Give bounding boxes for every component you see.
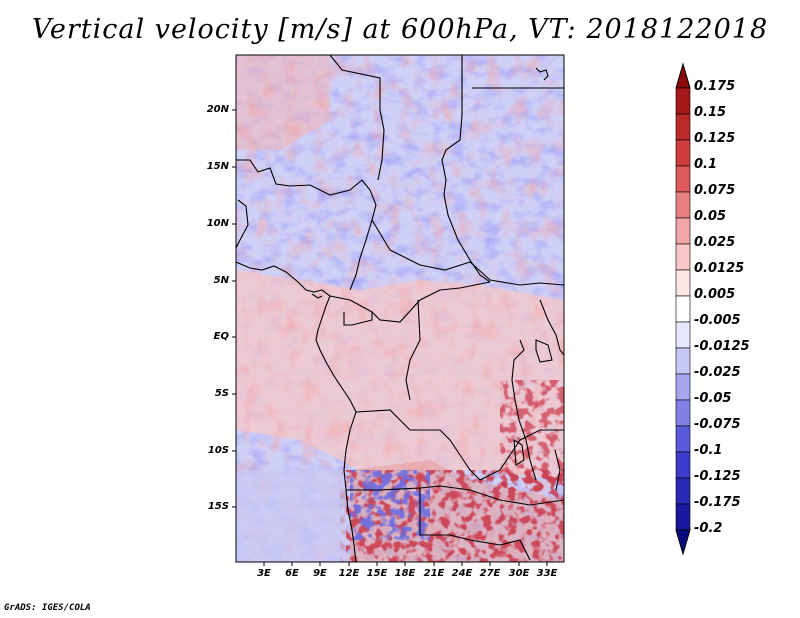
axis-ticks	[232, 109, 548, 566]
lat-label: 5S	[214, 388, 229, 399]
colorbar-label: 0.005	[694, 287, 736, 302]
colorbar-label: -0.05	[694, 391, 732, 406]
lat-label: 15N	[206, 161, 229, 172]
lon-label: 33E	[536, 568, 558, 579]
colorbar-swatch	[675, 347, 691, 375]
colorbar-arrow-bottom	[675, 529, 691, 556]
lon-label: 9E	[313, 568, 327, 579]
lat-label: 20N	[206, 104, 229, 115]
colorbar-swatch	[675, 191, 691, 219]
colorbar-swatch	[675, 243, 691, 271]
colorbar-swatch	[675, 295, 691, 323]
lat-label: 10S	[207, 445, 229, 456]
colorbar-label: 0.025	[694, 235, 736, 250]
colorbar-arrow-top	[675, 62, 691, 89]
colorbar-label: 0.0125	[694, 261, 745, 276]
colorbar-label: 0.1	[694, 157, 718, 172]
colorbar-swatch	[675, 425, 691, 453]
map-title: Vertical velocity [m/s] at 600hPa, VT: 2…	[31, 14, 769, 45]
footer-credit: GrADS: IGES/COLA	[4, 603, 91, 613]
colorbar-label: 0.05	[694, 209, 727, 224]
lon-label: 18E	[394, 568, 416, 579]
colorbar-swatch	[675, 451, 691, 479]
colorbar	[675, 62, 691, 556]
colorbar-label: 0.15	[694, 105, 727, 120]
colorbar-label: 0.075	[694, 183, 736, 198]
colorbar-swatch	[675, 113, 691, 141]
lat-label: 5N	[213, 275, 229, 286]
colorbar-label: -0.2	[694, 521, 723, 536]
colorbar-label: -0.075	[694, 417, 741, 432]
colorbar-swatch	[675, 477, 691, 505]
lon-label: 3E	[257, 568, 271, 579]
lon-label: 12E	[338, 568, 360, 579]
shaded-field	[236, 55, 564, 562]
lon-label: 15E	[366, 568, 388, 579]
colorbar-label: -0.125	[694, 469, 741, 484]
colorbar-swatch	[675, 373, 691, 401]
colorbar-swatch	[675, 165, 691, 193]
lon-label: 27E	[479, 568, 501, 579]
lat-label: 15S	[207, 501, 229, 512]
lon-label: 21E	[423, 568, 445, 579]
colorbar-label: -0.005	[694, 313, 741, 328]
lon-label: 6E	[285, 568, 299, 579]
lat-label: 10N	[206, 218, 229, 229]
colorbar-label: -0.025	[694, 365, 741, 380]
colorbar-swatch	[675, 269, 691, 297]
map-frame	[235, 54, 565, 563]
colorbar-label: -0.0125	[694, 339, 750, 354]
colorbar-swatch	[675, 321, 691, 349]
coastlines-borders	[236, 55, 564, 562]
lat-label: EQ	[213, 331, 229, 342]
colorbar-label: -0.175	[694, 495, 741, 510]
colorbar-swatch	[675, 399, 691, 427]
colorbar-label: -0.1	[694, 443, 723, 458]
lon-label: 30E	[508, 568, 530, 579]
lon-label: 24E	[451, 568, 473, 579]
colorbar-label: 0.175	[694, 79, 736, 94]
colorbar-swatch	[675, 217, 691, 245]
colorbar-swatch	[675, 139, 691, 167]
colorbar-swatch	[675, 503, 691, 531]
colorbar-swatch	[675, 87, 691, 115]
colorbar-label: 0.125	[694, 131, 736, 146]
